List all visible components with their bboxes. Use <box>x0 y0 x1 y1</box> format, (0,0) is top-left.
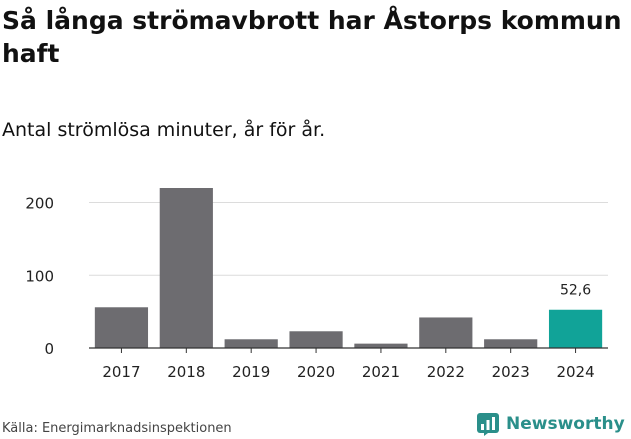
x-tick-label: 2020 <box>297 363 335 381</box>
chart-subtitle: Antal strömlösa minuter, år för år. <box>2 119 326 141</box>
bar-2020 <box>289 331 343 348</box>
bar-2022 <box>419 317 473 348</box>
y-tick-label: 0 <box>44 340 54 358</box>
bar-2023 <box>484 339 538 348</box>
chart-title: Så långa strömavbrott har Åstorps kommun… <box>2 6 622 68</box>
source-note: Källa: Energimarknadsinspektionen <box>2 421 232 436</box>
bar-2017 <box>94 307 149 348</box>
x-tick-label: 2022 <box>427 363 465 381</box>
newsworthy-logo-icon <box>477 413 499 436</box>
bar-chart: 0 100 200 2017 2018 2019 2020 2021 2022 2023 2024 5… <box>25 188 608 381</box>
bar-2019 <box>224 339 278 348</box>
bar-2018 <box>159 188 213 348</box>
data-label: 52,6 <box>560 283 591 299</box>
newsworthy-brand[interactable]: Newsworthy <box>476 409 625 439</box>
x-tick-label: 2021 <box>362 363 400 381</box>
x-tick-label: 2018 <box>167 363 205 381</box>
y-tick-label: 100 <box>25 267 54 285</box>
x-tick-label: 2019 <box>232 363 270 381</box>
bar-2024 <box>548 309 603 348</box>
x-tick-label: 2023 <box>492 363 530 381</box>
brand-name: Newsworthy <box>506 414 625 434</box>
x-tick-label: 2024 <box>556 363 594 381</box>
y-tick-label: 200 <box>25 195 54 213</box>
bar-2021 <box>354 343 408 348</box>
x-tick-label: 2017 <box>102 363 140 381</box>
